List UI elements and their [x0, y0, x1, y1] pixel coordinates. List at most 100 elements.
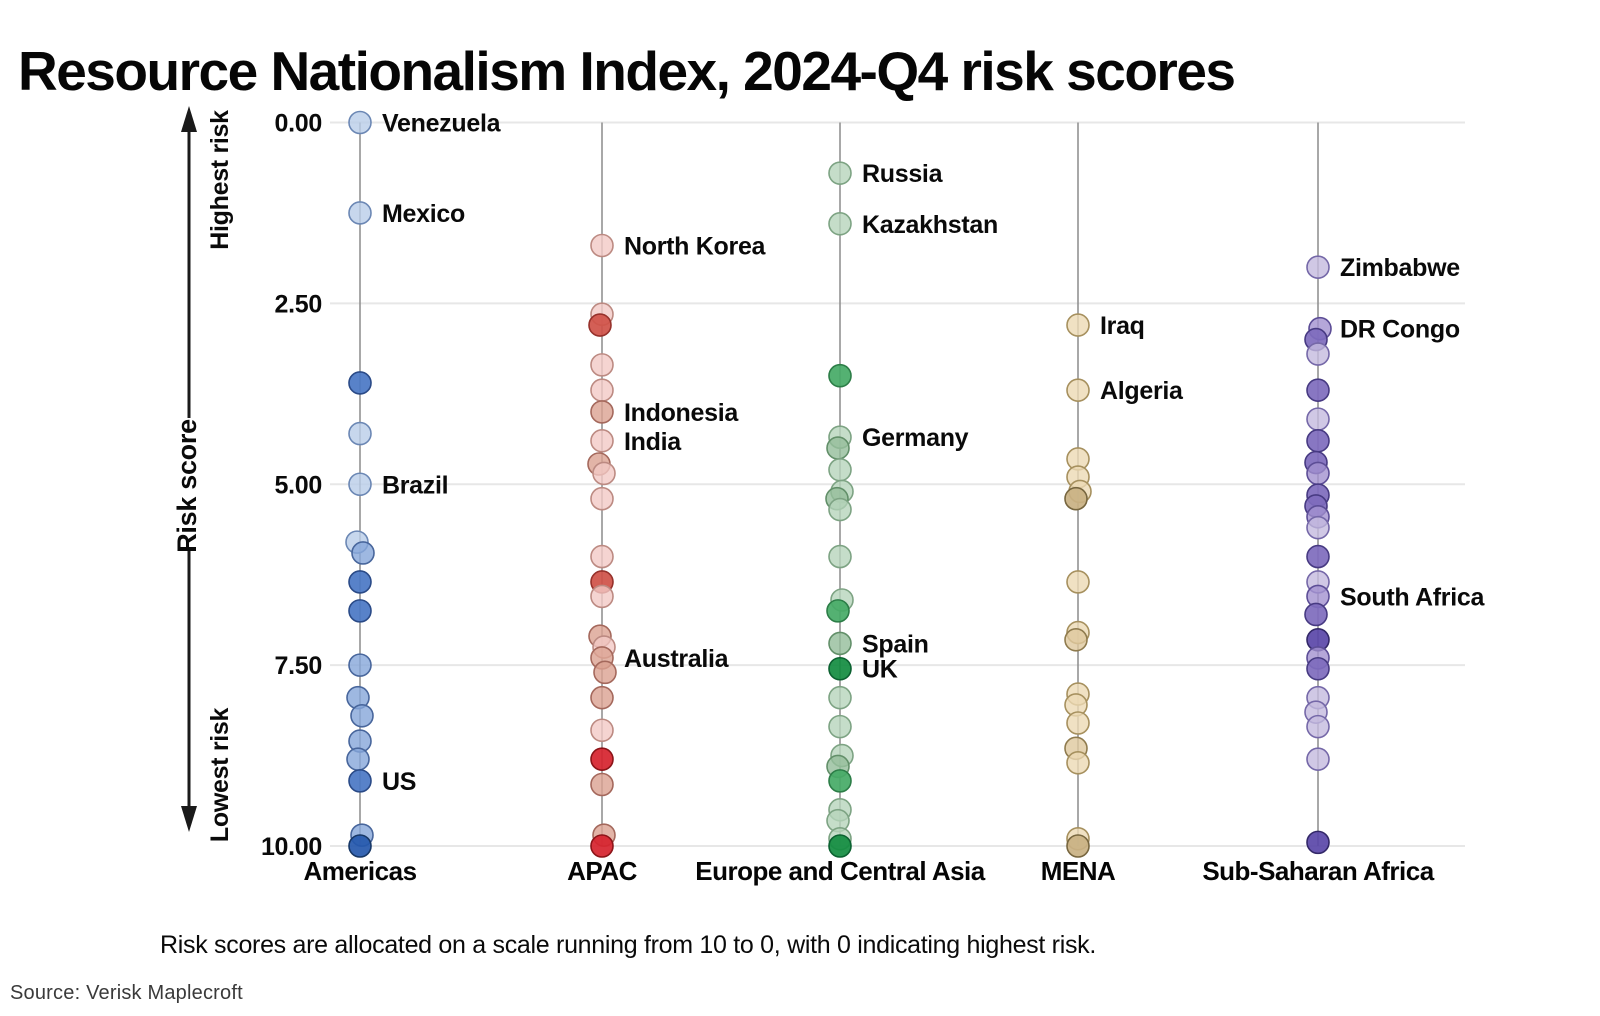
data-point [828, 457, 852, 482]
country-label: North Korea [624, 232, 767, 260]
axis-annotation-lowest-risk: Lowest risk [206, 707, 234, 842]
chart-canvas: 0.00 2.50 5.00 7.50 10.00 Highest risk Risk sc… [172, 106, 1486, 886]
country-label: Germany [862, 424, 969, 452]
data-point [1306, 544, 1330, 569]
data-point [1064, 486, 1088, 511]
country-label: Mexico [382, 200, 465, 228]
y-tick-label: 5.00 [275, 471, 322, 499]
country-label: Brazil [382, 471, 448, 499]
data-point [826, 436, 850, 460]
data-point [1306, 830, 1330, 855]
axis-arrowhead-up [181, 106, 197, 132]
country-label: US [382, 768, 416, 796]
data-point [1306, 429, 1330, 453]
data-point [348, 570, 372, 594]
data-point [828, 211, 852, 236]
column-label: MENA [1041, 856, 1116, 886]
data-point [350, 703, 374, 728]
country-label: Kazakhstan [862, 211, 998, 239]
data-point [590, 772, 614, 797]
country-label: Iraq [1100, 312, 1145, 340]
axis-annotation-highest-risk: Highest risk [206, 110, 234, 250]
country-label: South Africa [1340, 583, 1485, 611]
country-label: Algeria [1100, 377, 1184, 405]
axis-arrowhead-down [181, 806, 197, 832]
data-point [1066, 711, 1090, 735]
data-point [590, 400, 614, 424]
data-point [828, 631, 852, 656]
data-point [828, 161, 852, 185]
data-point [1306, 378, 1330, 402]
data-point [828, 685, 852, 710]
data-point [590, 233, 614, 258]
data-point [828, 544, 852, 569]
data-point [1306, 342, 1330, 366]
country-label: Australia [624, 645, 730, 673]
data-point [346, 747, 370, 771]
country-label: Russia [862, 160, 944, 188]
data-point [593, 660, 617, 685]
data-point [590, 353, 614, 377]
country-label: DR Congo [1340, 316, 1460, 344]
data-point [592, 461, 616, 486]
data-point [348, 769, 372, 793]
data-point [348, 371, 372, 395]
data-point [590, 747, 614, 771]
y-tick-label: 2.50 [275, 290, 322, 318]
data-point [828, 769, 852, 793]
data-point [348, 201, 372, 225]
data-point [348, 421, 372, 446]
data-point [1064, 628, 1088, 652]
country-label: Spain [862, 630, 929, 658]
y-tick-label: 7.50 [275, 652, 322, 680]
data-point [590, 429, 614, 453]
data-point [1306, 407, 1330, 431]
data-point [1066, 834, 1090, 858]
source-credit: Source: Verisk Maplecroft [10, 982, 243, 1004]
data-point [590, 584, 614, 609]
data-point [590, 544, 614, 569]
data-point [828, 656, 852, 681]
country-label: UK [862, 656, 898, 684]
data-point [1066, 313, 1090, 337]
data-point [590, 486, 614, 511]
y-axis-title: Risk score [172, 419, 202, 553]
data-point [590, 834, 614, 858]
data-point [1306, 255, 1330, 279]
data-point [351, 541, 375, 565]
data-point [1306, 714, 1330, 739]
data-point [1306, 656, 1330, 681]
country-label: Indonesia [624, 399, 739, 427]
data-point [588, 313, 612, 337]
y-tick-label: 0.00 [275, 110, 322, 138]
data-point [590, 718, 614, 743]
data-point [1306, 461, 1330, 486]
data-point [590, 378, 614, 402]
data-point [826, 599, 850, 623]
data-point [348, 110, 372, 135]
data-point [348, 653, 372, 677]
data-point [828, 714, 852, 739]
chart-footnote: Risk scores are allocated on a scale run… [160, 931, 1096, 959]
risk-strip-chart: 0.00 2.50 5.00 7.50 10.00 Highest risk Risk sc… [0, 88, 1600, 900]
data-point [828, 363, 852, 388]
column-label: Americas [303, 856, 416, 886]
data-point [348, 834, 372, 858]
data-point [1306, 747, 1330, 771]
data-point [1066, 378, 1090, 402]
data-point [828, 497, 852, 522]
data-point [1066, 750, 1090, 775]
data-point [1306, 515, 1330, 540]
data-point [590, 685, 614, 710]
country-label: India [624, 428, 682, 456]
column-label: Europe and Central Asia [695, 856, 986, 886]
data-point [348, 599, 372, 623]
data-point [1066, 570, 1090, 594]
column-label: Sub-Saharan Africa [1202, 856, 1434, 886]
y-tick-label: 10.00 [261, 833, 322, 861]
data-point [348, 472, 372, 497]
country-label: Zimbabwe [1340, 254, 1460, 282]
country-label: Venezuela [382, 110, 502, 138]
data-point [828, 834, 852, 858]
page-title: Resource Nationalism Index, 2024-Q4 risk… [18, 39, 1236, 102]
